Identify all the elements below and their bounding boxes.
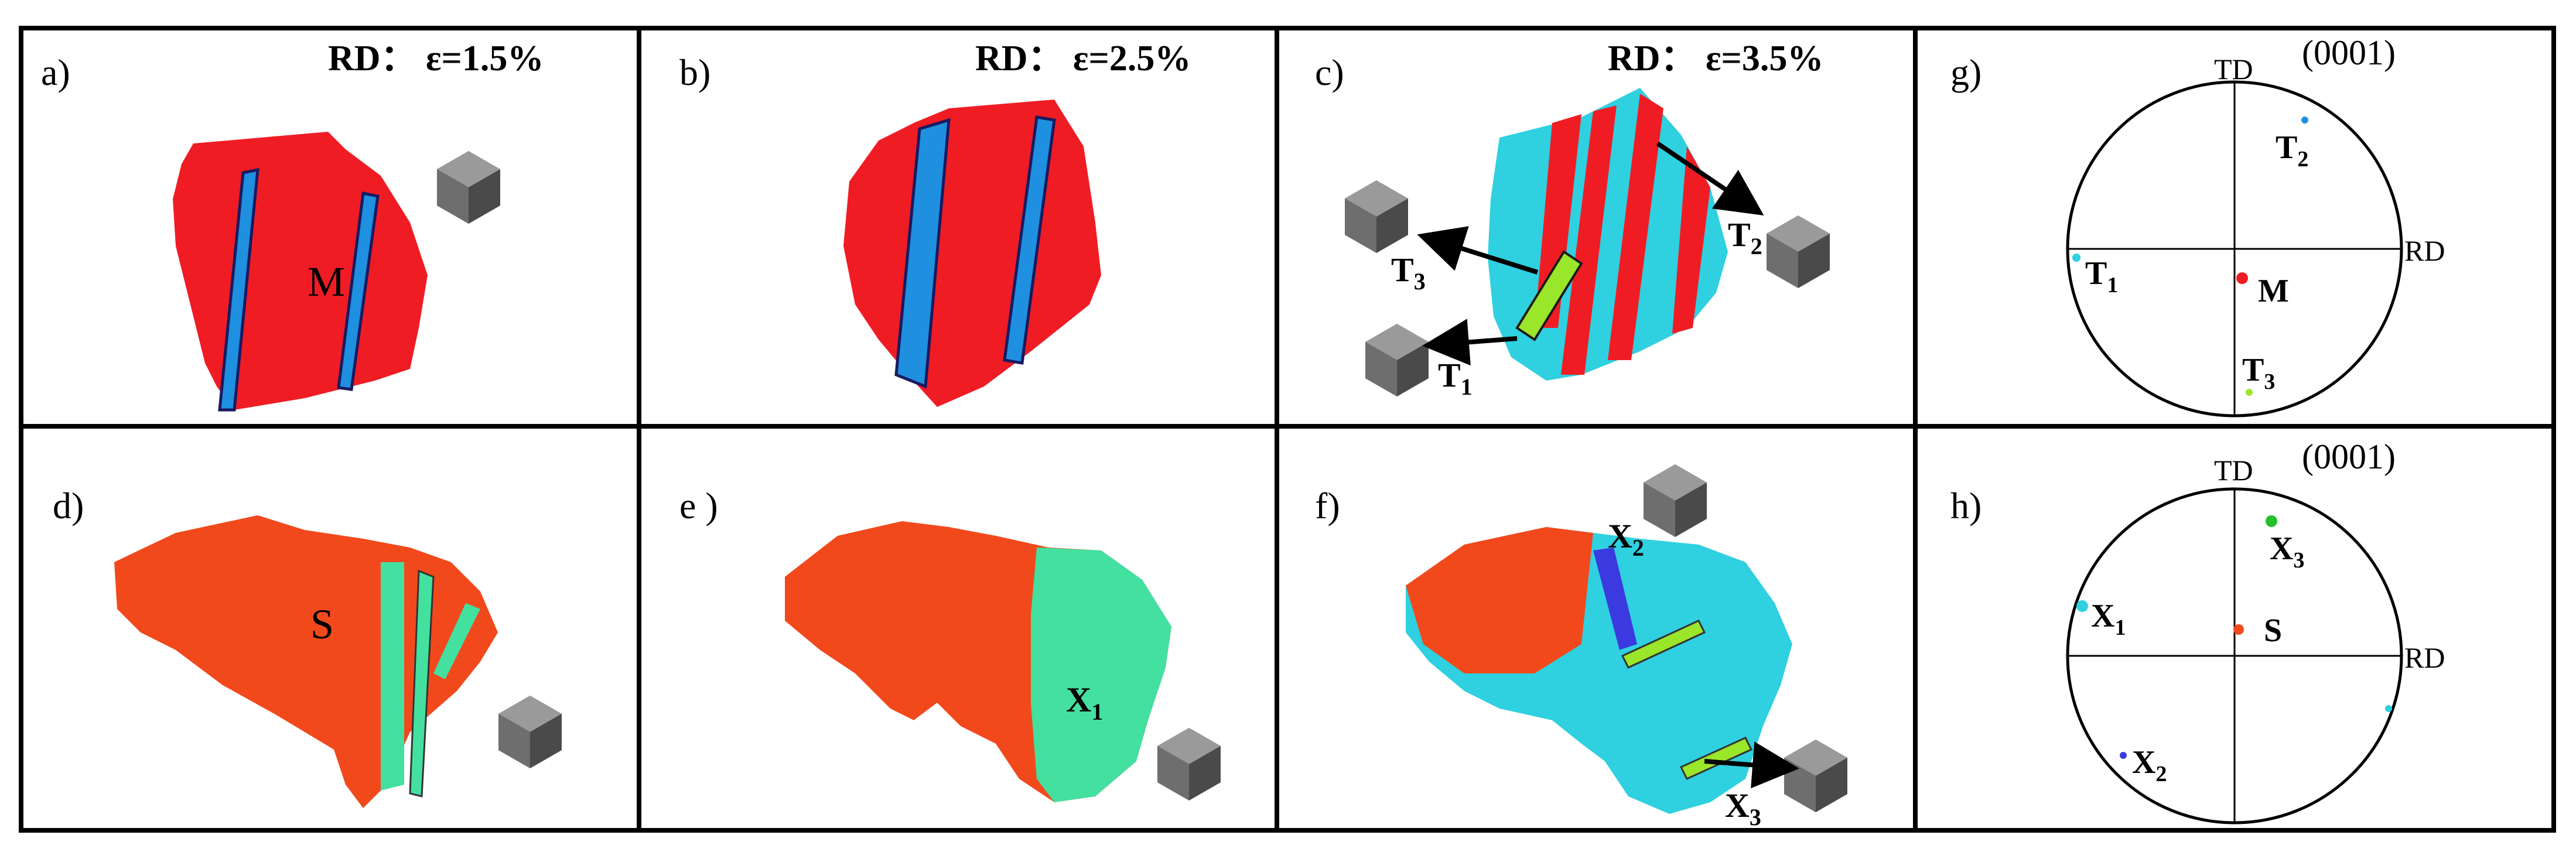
pole-label-s: S [2264,613,2282,649]
panel-b: b) RD： ε=2.5% [679,39,1191,407]
pole-label: X1 [2091,598,2126,640]
twin-label: X1 [1066,680,1103,725]
orientation-cube-icon [1767,215,1830,288]
twin-label: T1 [1438,356,1473,400]
pole-label: T3 [2242,352,2275,394]
secondary-twin-band [1515,250,1583,341]
panel-b-label: b) [679,52,710,93]
panel-g: g) (0001) TD RD M T2 T1 T3 [1950,33,2445,418]
panel-frames [19,26,2556,833]
panel-c: c) RD： ε=3.5% T3 T1 T2 [1315,39,1830,400]
grain-m-map [173,132,428,410]
panel-g-label: g) [1950,52,1981,93]
twin-label: T3 [1391,251,1426,295]
parent-region [1406,527,1593,673]
grain-m-label: M [308,258,345,305]
twin-band [1003,115,1056,365]
td-axis-label: TD [2214,454,2253,487]
twin-band [337,191,380,391]
secondary-twin-band [1621,620,1706,669]
pole-label: T2 [2276,129,2308,172]
twin-band-purple [1593,548,1637,650]
twin-band [433,603,480,679]
panel-a: a) RD： ε=1.5% M [41,39,544,412]
parent-band [1535,114,1581,328]
rd-axis-label: RD [2404,641,2445,674]
parent-band [1561,105,1617,375]
rd-axis-label: RD [2404,234,2445,267]
panel-c-label: c) [1315,52,1344,93]
plane-label: (0001) [2302,437,2396,476]
panel-h: h) (0001) TD RD S X3 X1 X2 [1950,437,2445,824]
panel-a-strain-annotation: RD： ε=1.5% [328,39,544,78]
twin-band [218,167,259,412]
twin-band [409,569,435,798]
arrow [1417,226,1539,275]
grain-s-label: S [310,601,334,648]
orientation-cube-icon [1644,464,1707,537]
pole-point-s [2233,624,2244,635]
pole-point-t1 [2072,254,2080,262]
pole-point-m [2236,272,2248,284]
pole-label-m: M [2258,273,2289,309]
panel-d: d) S [53,485,562,808]
arrow [1704,741,1799,789]
grain-map [843,100,1101,407]
pole-point-x1 [2076,600,2088,612]
panel-f-label: f) [1315,485,1340,526]
panel-b-strain-annotation: RD： ε=2.5% [975,39,1191,78]
parent-band [1608,94,1663,360]
orientation-cube-icon [498,696,562,768]
panel-h-frame [1913,424,2556,833]
pole-point-t2 [2301,117,2308,124]
orientation-cube-icon [437,151,500,224]
parent-band [1672,146,1710,334]
orientation-cube-icon [1345,180,1408,253]
twin-band [381,562,404,791]
panel-d-label: d) [53,485,84,526]
panel-e: e ) X1 [679,485,1221,802]
pole-point-t3 [2246,389,2253,396]
twin-label: X2 [1608,517,1644,561]
panel-h-label: h) [1950,485,1981,526]
panel-a-label: a) [41,52,70,93]
twin-label: X3 [1725,786,1761,830]
arrow [1422,319,1518,366]
pole-label: X3 [2270,531,2304,573]
pole-point-x3 [2266,515,2277,527]
plane-label: (0001) [2302,33,2396,72]
twin-label: T2 [1728,215,1762,259]
orientation-cube-icon [1157,728,1221,800]
twin-x1-region [1031,548,1171,802]
pole-point-x2 [2120,752,2127,759]
orientation-cube-icon [1365,324,1429,396]
pole-label: T1 [2085,255,2118,297]
panel-c-strain-annotation: RD： ε=3.5% [1608,39,1823,78]
panel-e-label: e ) [679,485,718,526]
arrow [1656,141,1764,215]
pole-label: X2 [2132,744,2167,786]
pole-point [2385,705,2392,712]
panel-f: f) X2 X3 [1315,464,1847,830]
twin-band [894,118,951,389]
td-axis-label: TD [2214,53,2253,85]
orientation-cube-icon [1784,740,1847,812]
